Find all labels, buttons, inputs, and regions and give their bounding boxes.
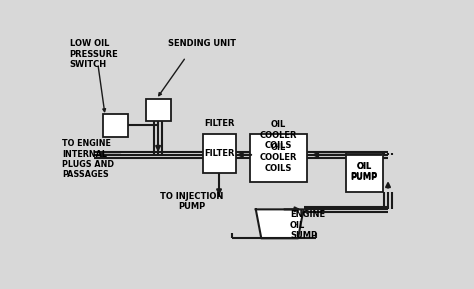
Text: FILTER: FILTER bbox=[204, 149, 234, 158]
Text: LOW OIL
PRESSURE
SWITCH: LOW OIL PRESSURE SWITCH bbox=[70, 39, 118, 69]
Bar bbox=[202, 134, 236, 173]
Text: TO INJECTION
PUMP: TO INJECTION PUMP bbox=[160, 192, 223, 211]
Polygon shape bbox=[256, 209, 303, 238]
Text: ENGINE
OIL
SUMP: ENGINE OIL SUMP bbox=[290, 210, 325, 240]
Bar bbox=[146, 99, 171, 121]
Bar bbox=[250, 134, 307, 181]
Text: FILTER: FILTER bbox=[204, 119, 234, 128]
Bar bbox=[346, 153, 383, 192]
Text: OIL
PUMP: OIL PUMP bbox=[351, 162, 378, 181]
Text: OIL
COOLER
COILS: OIL COOLER COILS bbox=[260, 143, 298, 173]
Text: SENDING UNIT: SENDING UNIT bbox=[168, 39, 236, 48]
Text: OIL
COOLER
COILS: OIL COOLER COILS bbox=[260, 120, 297, 150]
Text: TO ENGINE
INTERNAL
PLUGS AND
PASSAGES: TO ENGINE INTERNAL PLUGS AND PASSAGES bbox=[62, 139, 114, 179]
Bar bbox=[103, 114, 128, 137]
Text: OIL
PUMP: OIL PUMP bbox=[351, 162, 378, 182]
